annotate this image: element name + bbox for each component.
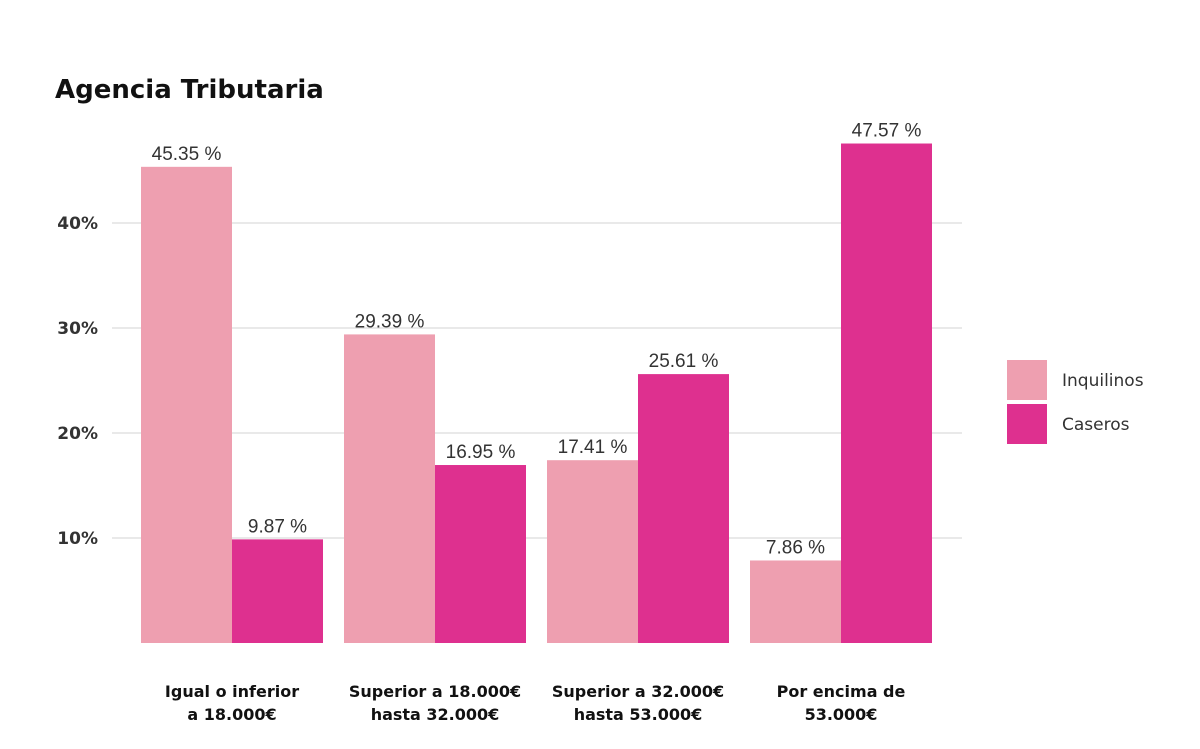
bar-caseros	[841, 143, 932, 643]
bar-inquilinos	[141, 166, 232, 643]
data-labels: 45.35 % 9.87 % 29.39 % 16.95 % 17.41 % 25.61 …	[152, 121, 922, 559]
bar-inquilinos	[547, 460, 638, 643]
x-tick-label: hasta 32.000€	[371, 705, 500, 724]
data-label: 7.86 %	[766, 537, 825, 558]
legend-label: Caseros	[1062, 415, 1130, 435]
bar-inquilinos	[344, 334, 435, 643]
x-tick-label: Por encima de	[777, 682, 906, 701]
y-tick-label: 40%	[57, 214, 98, 234]
legend: Inquilinos Caseros	[1007, 360, 1144, 444]
legend-label: Inquilinos	[1062, 371, 1144, 391]
y-tick-label: 20%	[57, 424, 98, 444]
x-tick-label: Superior a 18.000€	[349, 682, 521, 701]
y-tick-label: 10%	[57, 529, 98, 549]
legend-swatch	[1007, 404, 1047, 444]
x-tick-label: Igual o inferior	[165, 682, 299, 701]
bars	[141, 143, 932, 643]
chart-title: Agencia Tributaria	[55, 75, 324, 105]
data-label: 17.41 %	[558, 437, 628, 458]
x-tick-label: 53.000€	[805, 705, 878, 724]
bar-caseros	[232, 539, 323, 643]
data-label: 29.39 %	[355, 311, 425, 332]
data-label: 9.87 %	[248, 516, 307, 537]
data-label: 25.61 %	[649, 351, 719, 372]
y-tick-label: 30%	[57, 319, 98, 339]
y-axis-ticks: 10% 20% 30% 40%	[57, 214, 98, 549]
data-label: 16.95 %	[446, 442, 516, 463]
x-axis-ticks: Igual o inferior a 18.000€ Superior a 18.0…	[165, 682, 906, 724]
x-tick-label: a 18.000€	[187, 705, 276, 724]
x-tick-label: hasta 53.000€	[574, 705, 703, 724]
bar-inquilinos	[750, 560, 841, 643]
gridlines	[112, 222, 962, 539]
x-tick-label: Superior a 32.000€	[552, 682, 724, 701]
bar-caseros	[435, 465, 526, 643]
legend-swatch	[1007, 360, 1047, 400]
data-label: 45.35 %	[152, 144, 222, 165]
bar-caseros	[638, 374, 729, 643]
data-label: 47.57 %	[852, 121, 922, 142]
